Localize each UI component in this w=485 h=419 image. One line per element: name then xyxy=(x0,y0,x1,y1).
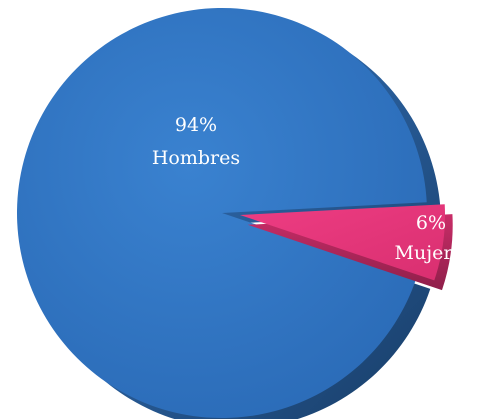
slice-value-label-mujeres: 6% xyxy=(416,212,446,234)
slice-value-label-hombres: 94% xyxy=(175,114,217,136)
labels-layer: 94% Hombres 6% Mujeres xyxy=(152,114,474,264)
slice-hombres xyxy=(16,8,427,419)
slices-layer xyxy=(16,8,453,419)
slice-name-label-mujeres: Mujeres xyxy=(395,242,474,264)
slice-name-label-hombres: Hombres xyxy=(152,147,240,169)
slice-mujeres xyxy=(240,204,445,281)
